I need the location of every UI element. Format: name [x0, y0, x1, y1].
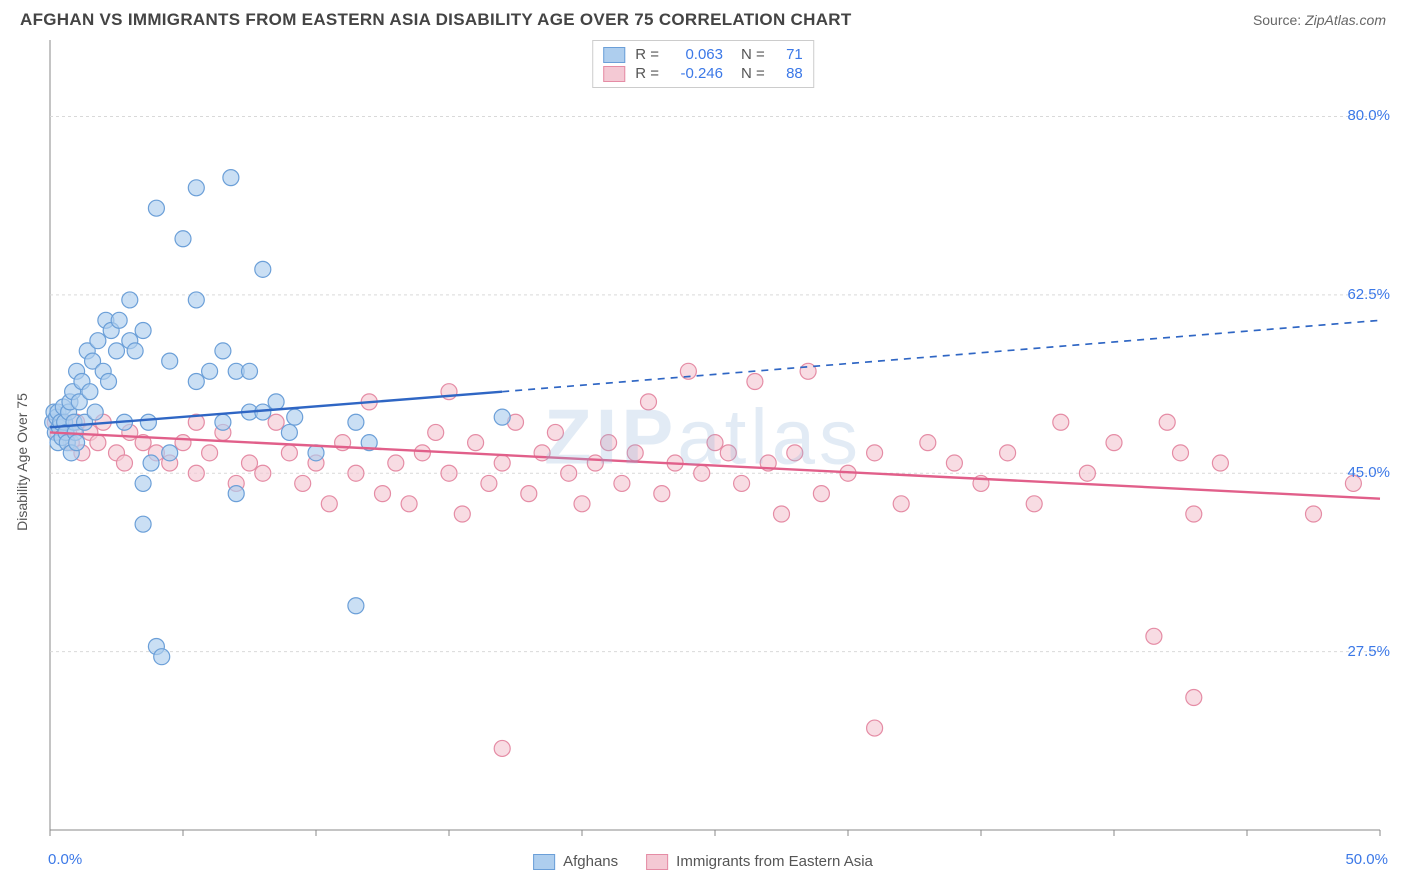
- grid-label: 45.0%: [1347, 464, 1390, 481]
- x-axis-min-label: 0.0%: [48, 851, 82, 868]
- y-axis-label: Disability Age Over 75: [14, 393, 30, 531]
- swatch-eastern-asia-icon: [646, 854, 668, 870]
- n-label: N =: [741, 46, 765, 63]
- x-axis-max-label: 50.0%: [1345, 851, 1388, 868]
- swatch-afghans: [603, 47, 625, 63]
- swatch-afghans-icon: [533, 854, 555, 870]
- scatter-plot-svg: [0, 34, 1406, 874]
- legend-stats-row-1: R = 0.063 N = 71: [603, 45, 803, 64]
- chart-source: Source: ZipAtlas.com: [1253, 12, 1386, 28]
- legend-item-afghans: Afghans: [533, 853, 618, 870]
- chart-header: AFGHAN VS IMMIGRANTS FROM EASTERN ASIA D…: [0, 0, 1406, 34]
- chart-title: AFGHAN VS IMMIGRANTS FROM EASTERN ASIA D…: [20, 10, 852, 30]
- n-value-eastern-asia: 88: [773, 65, 803, 82]
- r-label: R =: [635, 65, 659, 82]
- legend-item-eastern-asia: Immigrants from Eastern Asia: [646, 853, 873, 870]
- r-label: R =: [635, 46, 659, 63]
- grid-label: 27.5%: [1347, 643, 1390, 660]
- grid-label: 62.5%: [1347, 286, 1390, 303]
- r-value-afghans: 0.063: [667, 46, 723, 63]
- n-value-afghans: 71: [773, 46, 803, 63]
- source-name: ZipAtlas.com: [1305, 12, 1386, 28]
- legend-stats: R = 0.063 N = 71 R = -0.246 N = 88: [592, 40, 814, 88]
- legend-series: Afghans Immigrants from Eastern Asia: [533, 853, 873, 870]
- source-label: Source:: [1253, 12, 1301, 28]
- r-value-eastern-asia: -0.246: [667, 65, 723, 82]
- n-label: N =: [741, 65, 765, 82]
- legend-stats-row-2: R = -0.246 N = 88: [603, 64, 803, 83]
- chart-area: Disability Age Over 75 ZIPatlas R = 0.06…: [0, 34, 1406, 874]
- swatch-eastern-asia: [603, 66, 625, 82]
- legend-label-afghans: Afghans: [563, 853, 618, 870]
- grid-label: 80.0%: [1347, 107, 1390, 124]
- legend-label-eastern-asia: Immigrants from Eastern Asia: [676, 853, 873, 870]
